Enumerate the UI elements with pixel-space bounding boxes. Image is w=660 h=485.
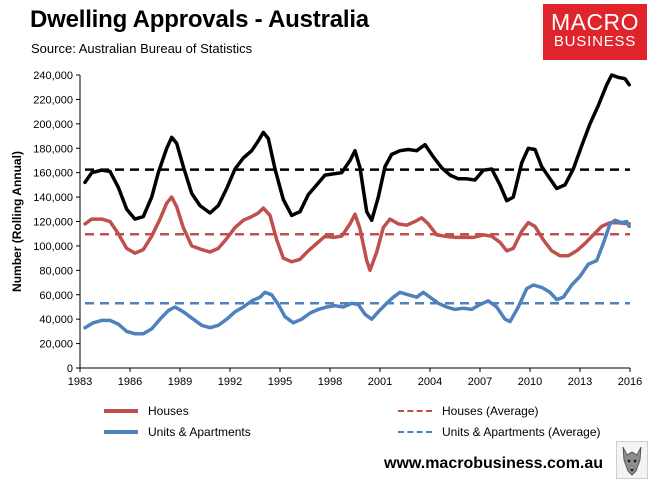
legend-units-average-label: Units & Apartments (Average) bbox=[442, 425, 601, 439]
legend-houses-average-label: Houses (Average) bbox=[442, 404, 539, 418]
y-tick-label: 160,000 bbox=[33, 168, 73, 180]
legend-units: Units & Apartments bbox=[104, 425, 251, 439]
y-axis-label: Number (Rolling Annual) bbox=[10, 151, 24, 292]
x-tick-label: 2016 bbox=[618, 376, 642, 388]
x-tick-label: 1998 bbox=[318, 376, 342, 388]
logo-line-1: MACRO bbox=[550, 9, 640, 35]
y-tick-label: 240,000 bbox=[33, 70, 73, 82]
macrobusiness-logo: MACRO BUSINESS bbox=[543, 4, 647, 60]
x-tick-label: 2013 bbox=[568, 376, 592, 388]
legend-houses: Houses bbox=[104, 404, 189, 418]
legend-houses-average: Houses (Average) bbox=[398, 404, 539, 418]
y-tick-label: 220,000 bbox=[33, 94, 73, 106]
chart-source: Source: Australian Bureau of Statistics bbox=[31, 41, 253, 56]
legend-units-average-swatch bbox=[398, 431, 432, 433]
x-tick-label: 1983 bbox=[68, 376, 92, 388]
x-tick-label: 2001 bbox=[368, 376, 392, 388]
x-tick-label: 2010 bbox=[518, 376, 542, 388]
y-tick-label: 140,000 bbox=[33, 192, 73, 204]
website-url: www.macrobusiness.com.au bbox=[384, 455, 604, 472]
y-tick-label: 60,000 bbox=[39, 290, 73, 302]
y-tick-label: 0 bbox=[67, 363, 73, 375]
y-tick-label: 80,000 bbox=[39, 265, 73, 277]
chart-title: Dwelling Approvals - Australia bbox=[30, 6, 369, 33]
x-tick-label: 1992 bbox=[218, 376, 242, 388]
legend-units-average: Units & Apartments (Average) bbox=[398, 425, 601, 439]
logo-line-2: BUSINESS bbox=[553, 33, 637, 50]
y-tick-label: 200,000 bbox=[33, 119, 73, 131]
x-tick-label: 2007 bbox=[468, 376, 492, 388]
y-tick-label: 40,000 bbox=[39, 314, 73, 326]
y-tick-label: 100,000 bbox=[33, 241, 73, 253]
legend-houses-swatch bbox=[104, 409, 138, 413]
legend-houses-average-swatch bbox=[398, 410, 432, 412]
wolf-icon bbox=[616, 441, 648, 479]
legend-houses-label: Houses bbox=[148, 404, 189, 418]
y-tick-label: 180,000 bbox=[33, 143, 73, 155]
y-tick-label: 20,000 bbox=[39, 339, 73, 351]
legend-units-swatch bbox=[104, 430, 138, 434]
series-line-houses bbox=[83, 195, 631, 273]
y-tick-label: 120,000 bbox=[33, 217, 73, 229]
x-tick-label: 1989 bbox=[168, 376, 192, 388]
series-line-total bbox=[83, 73, 631, 223]
x-tick-label: 1986 bbox=[118, 376, 142, 388]
series-line-units bbox=[83, 218, 631, 336]
x-tick-label: 1995 bbox=[268, 376, 292, 388]
legend-units-label: Units & Apartments bbox=[148, 425, 251, 439]
x-tick-label: 2004 bbox=[418, 376, 442, 388]
